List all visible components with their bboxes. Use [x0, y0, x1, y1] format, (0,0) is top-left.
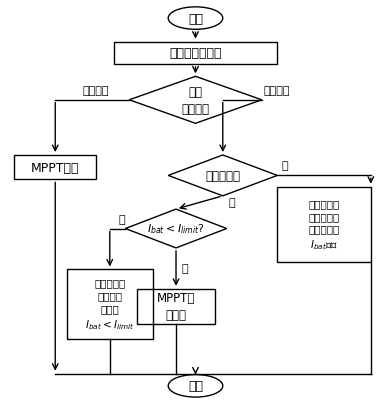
Text: $I_{bat}<I_{limit}$?: $I_{bat}<I_{limit}$? [147, 222, 205, 236]
Text: 开始: 开始 [188, 13, 203, 25]
Text: MPPT模式: MPPT模式 [31, 161, 79, 174]
Text: 否: 否 [229, 198, 235, 208]
Text: 数据采集和计算: 数据采集和计算 [169, 47, 222, 60]
Text: 否: 否 [118, 214, 125, 224]
Text: 蓄电池饱和: 蓄电池饱和 [205, 169, 240, 182]
Text: 限制光伏阵
列输出功
率，使
$I_{bat}<I_{limit}$: 限制光伏阵 列输出功 率，使 $I_{bat}<I_{limit}$ [85, 278, 135, 331]
Text: 是: 是 [182, 264, 188, 274]
Text: 并网运行: 并网运行 [83, 86, 109, 96]
Text: 是: 是 [281, 161, 288, 171]
Text: 限制光伏阵
列输出功率
使充电电流
$I_{bat}$为零: 限制光伏阵 列输出功率 使充电电流 $I_{bat}$为零 [308, 198, 340, 251]
Text: 结束: 结束 [188, 380, 203, 392]
Text: 系统
运行模式: 系统 运行模式 [181, 86, 210, 115]
Text: 离网运行: 离网运行 [264, 86, 290, 96]
Text: MPPT模
式运行: MPPT模 式运行 [157, 292, 195, 321]
